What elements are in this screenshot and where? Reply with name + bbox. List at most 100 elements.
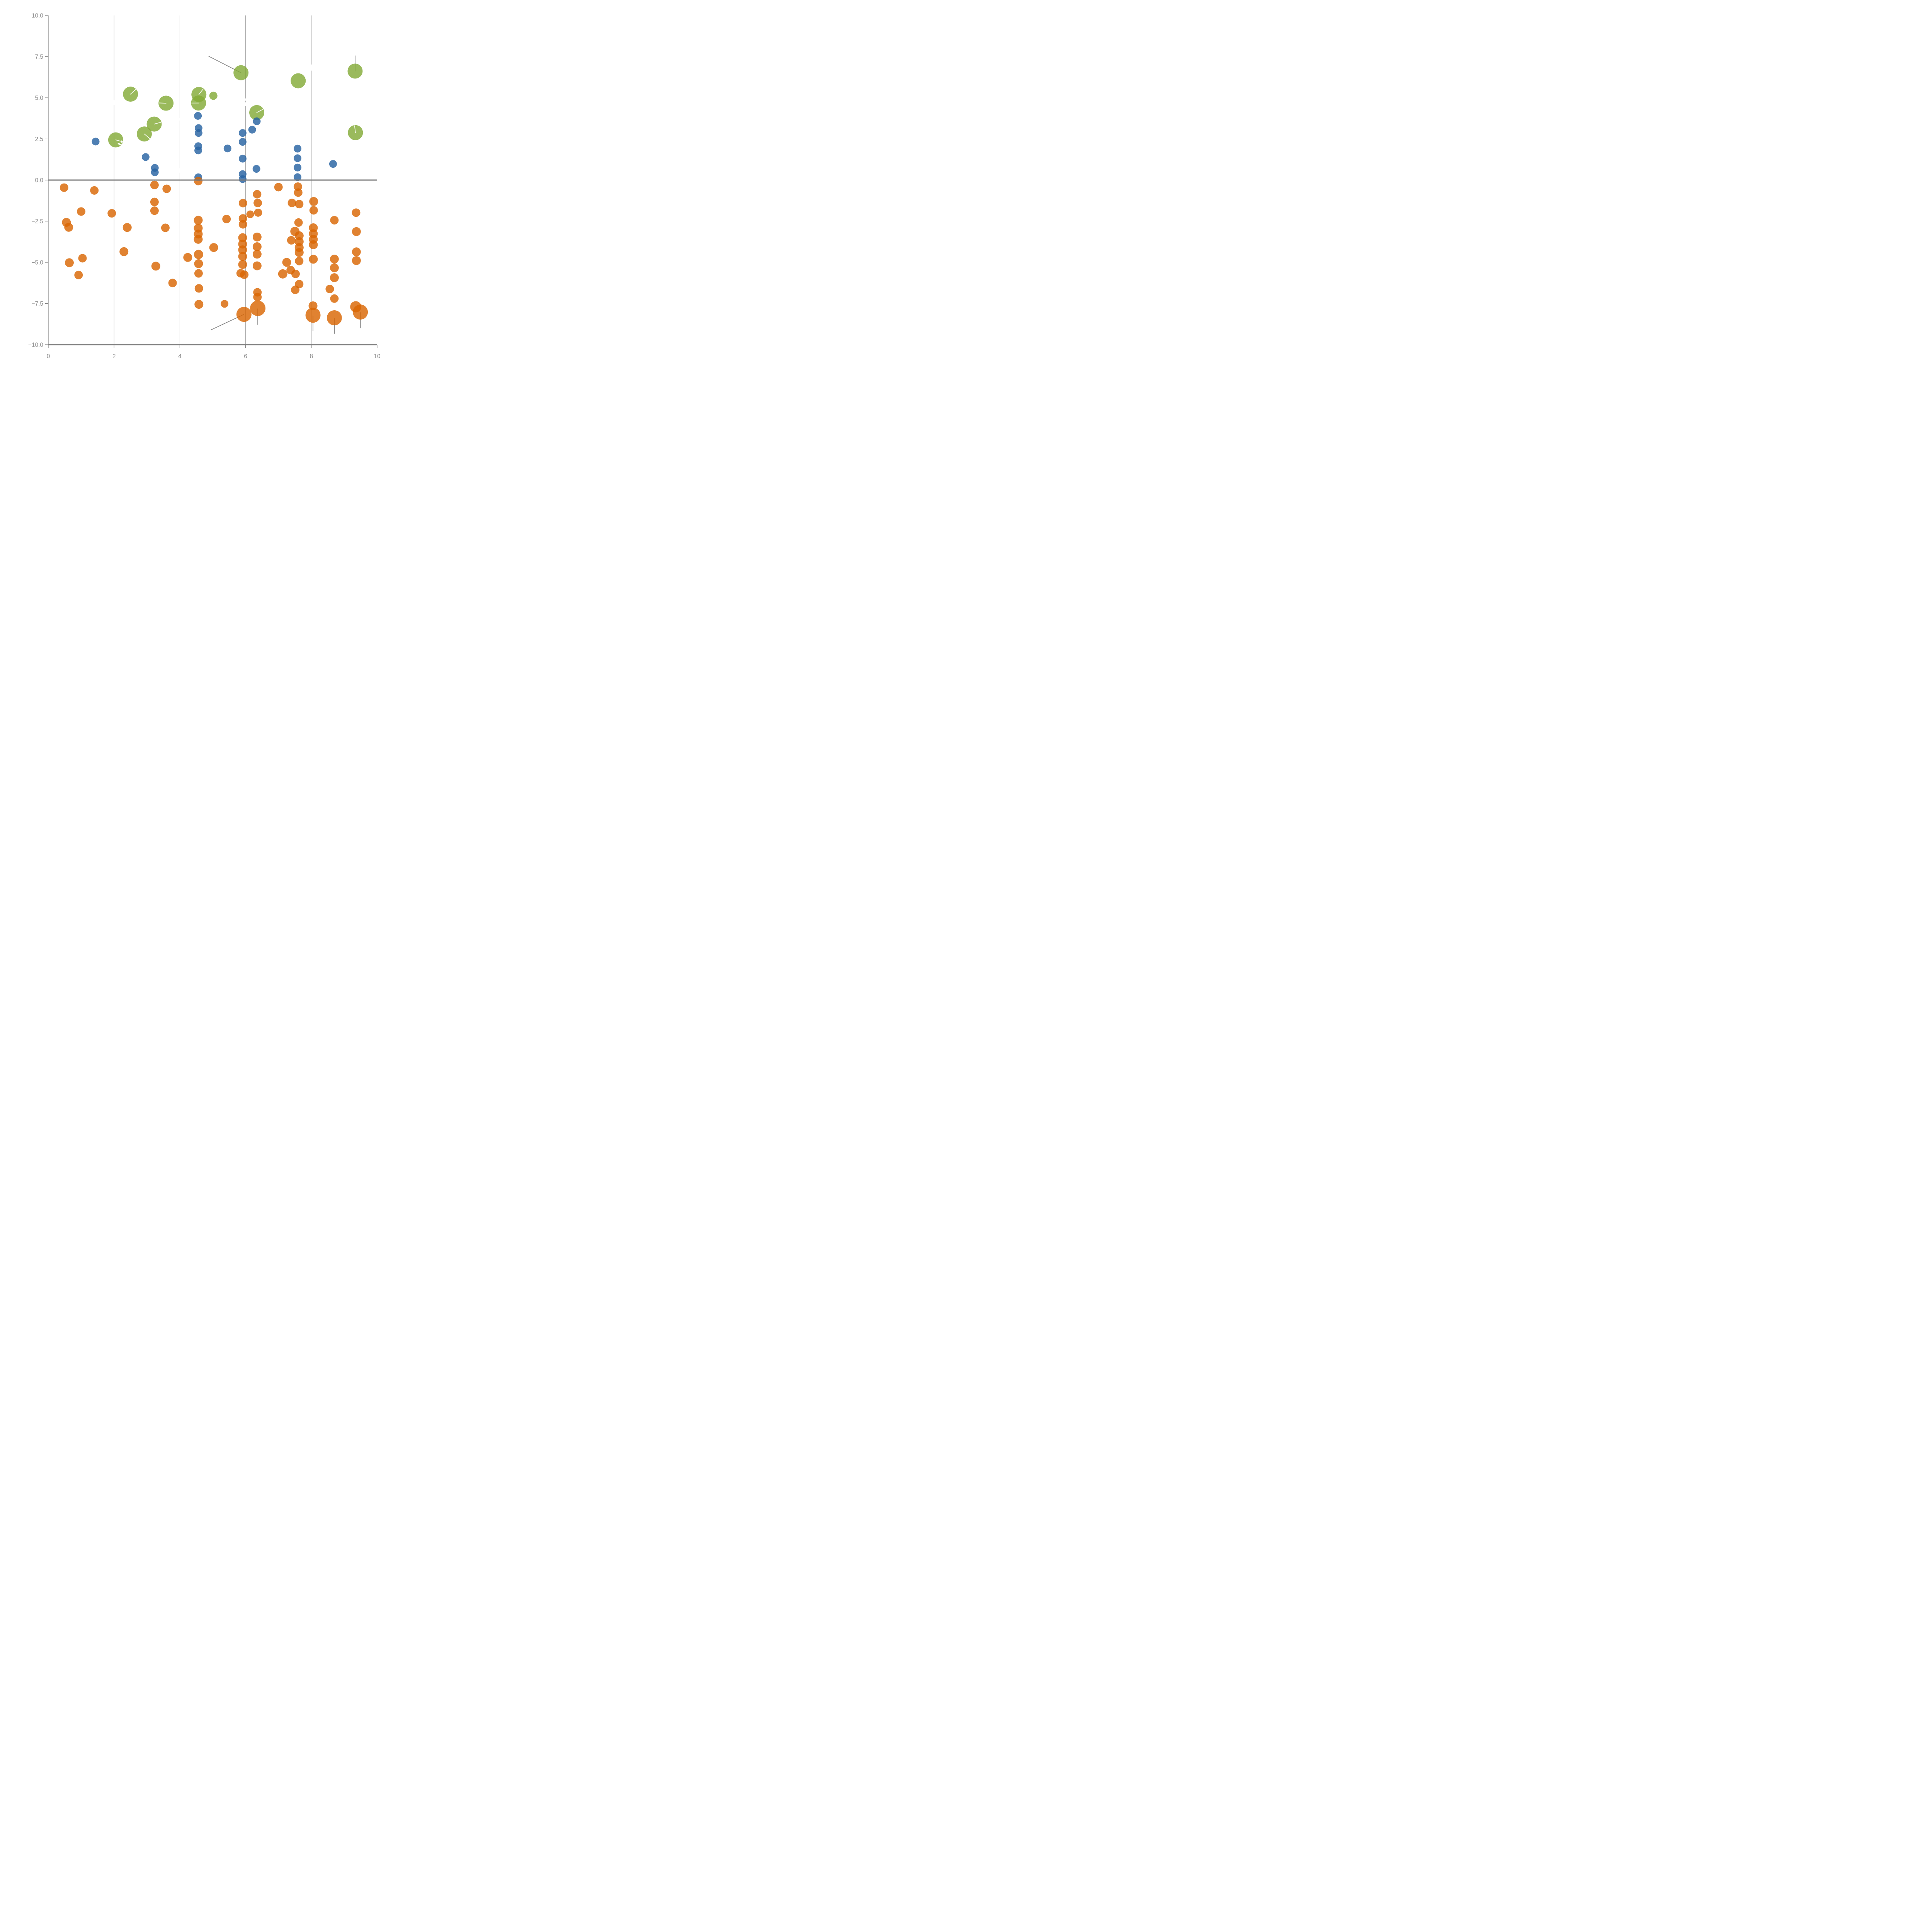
orange-dot-56: [295, 200, 304, 209]
x-tick-label: 4: [178, 353, 182, 360]
y-tick-label: −5.0: [31, 259, 43, 266]
orange-dot-7: [162, 184, 171, 193]
blue-dot-22: [294, 173, 302, 181]
orange-dot-6: [150, 180, 159, 189]
orange-dot-47: [252, 242, 262, 252]
orange-dot-70: [291, 286, 300, 294]
orange-dot-1: [90, 186, 99, 195]
orange-dot-41: [240, 270, 249, 279]
orange-dot-94: [353, 304, 368, 320]
white-mark-0: [117, 143, 122, 146]
orange-dot-10: [122, 223, 132, 232]
blue-dot-0: [92, 138, 100, 146]
green-bubble-10: [347, 63, 363, 79]
orange-dot-43: [254, 208, 262, 217]
orange-dot-55: [287, 199, 296, 207]
orange-dot-87: [352, 256, 361, 265]
scatter-plot: 10.0 7.5 5.0 2.5 0.0 −2.5 −5.0 −7.5 −10.00 2 4 6 8 10: [28, 12, 381, 360]
orange-dot-35: [238, 233, 247, 242]
orange-dot-44: [253, 190, 262, 199]
orange-dot-48: [252, 250, 262, 259]
orange-dot-0: [60, 183, 68, 192]
orange-dot-5: [64, 223, 73, 232]
orange-dot-11: [161, 223, 170, 232]
orange-dot-64: [295, 257, 304, 265]
orange-dot-32: [238, 199, 247, 207]
blue-dot-8: [194, 146, 202, 155]
orange-dot-19: [194, 216, 203, 225]
orange-dot-57: [294, 218, 303, 227]
orange-dot-91: [305, 308, 321, 323]
blue-dot-12: [238, 138, 247, 146]
orange-dot-33: [238, 214, 247, 223]
orange-dot-12: [119, 247, 129, 256]
orange-dot-3: [107, 209, 116, 218]
x-tick-label: 10: [374, 353, 381, 360]
orange-dot-31: [221, 300, 229, 308]
orange-dot-66: [278, 269, 287, 279]
y-tick-label: 2.5: [35, 136, 43, 143]
blue-dot-18: [252, 165, 260, 173]
orange-dot-51: [253, 293, 262, 301]
white-hand-11: [256, 109, 264, 113]
orange-dot-71: [309, 197, 318, 206]
orange-dot-63: [287, 236, 296, 245]
orange-dot-45: [253, 199, 262, 207]
orange-dot-77: [309, 255, 318, 264]
blue-dot-13: [238, 155, 247, 163]
blue-dot-23: [329, 160, 337, 168]
orange-dot-49: [252, 261, 262, 270]
orange-dot-18: [194, 177, 203, 185]
orange-dot-16: [151, 262, 160, 271]
orange-dot-2: [77, 207, 86, 216]
orange-dot-15: [74, 270, 83, 279]
orange-dot-88: [236, 307, 252, 322]
figure-canvas: 10.0 7.5 5.0 2.5 0.0 −2.5 −5.0 −7.5 −10.0 0 2 4 6 8 10: [0, 0, 386, 386]
orange-dot-25: [194, 259, 203, 268]
y-tick-label: −2.5: [31, 218, 43, 225]
orange-dot-39: [238, 260, 247, 269]
orange-dot-46: [252, 232, 262, 242]
blue-dot-21: [294, 163, 302, 172]
green-bubble-7: [209, 92, 218, 100]
y-tick-label: −7.5: [31, 301, 43, 307]
blue-dot-3: [151, 168, 159, 176]
blue-dot-15: [238, 175, 247, 183]
orange-dot-27: [194, 284, 203, 293]
orange-dot-82: [325, 285, 334, 294]
x-tick-label: 8: [310, 353, 313, 360]
x-tick-label: 2: [112, 353, 116, 360]
orange-dot-42: [246, 210, 254, 218]
orange-dot-37: [238, 245, 247, 255]
orange-dot-17: [168, 279, 177, 287]
white-hand-2: [154, 122, 162, 125]
orange-dot-68: [291, 269, 300, 278]
orange-dot-72: [309, 206, 318, 215]
orange-dot-89: [250, 300, 266, 316]
orange-dot-28: [194, 300, 204, 309]
blue-dot-4: [194, 112, 202, 120]
orange-dot-52: [274, 183, 283, 192]
orange-dot-54: [294, 188, 303, 197]
orange-dot-38: [238, 252, 247, 261]
white-hand-3: [144, 133, 150, 139]
y-tick-label: 5.0: [35, 95, 43, 101]
orange-dot-78: [330, 216, 339, 224]
white-hand-0: [130, 89, 136, 95]
orange-dot-24: [194, 250, 203, 259]
blue-dot-17: [253, 117, 261, 125]
orange-dot-8: [150, 197, 159, 206]
y-tick-label: −10.0: [28, 342, 44, 348]
blue-dot-6: [194, 129, 202, 137]
blue-dot-19: [294, 145, 302, 153]
orange-dot-84: [352, 208, 361, 217]
y-tick-label: 10.0: [32, 12, 44, 19]
x-tick-label: 6: [244, 353, 247, 360]
orange-dot-23: [183, 253, 192, 262]
orange-dot-83: [330, 294, 339, 303]
orange-dot-81: [330, 273, 339, 282]
orange-dot-79: [330, 254, 339, 264]
orange-dot-14: [65, 258, 74, 267]
orange-dot-30: [222, 214, 231, 223]
orange-dot-26: [194, 269, 203, 278]
